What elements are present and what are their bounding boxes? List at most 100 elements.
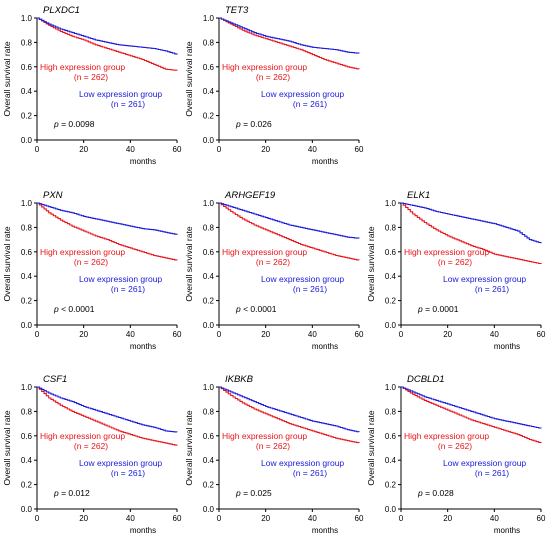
high-group-label: High expression group bbox=[40, 62, 125, 72]
low-group-n: (n = 261) bbox=[111, 468, 145, 478]
km-panel-elk1: ELK1 0.0 0.2 0.4 0.6 0.8 1.0 0 20 40 60 months Overa… bbox=[366, 190, 546, 351]
y-tick-label: 0.4 bbox=[203, 456, 215, 465]
low-group-n: (n = 261) bbox=[111, 99, 145, 109]
y-tick-label: 0.8 bbox=[21, 223, 33, 232]
km-panel-plxdc1: PLXDC1 0.0 0.2 0.4 0.6 0.8 1.0 0 20 40 60 months Ove… bbox=[2, 5, 182, 166]
x-axis-label: months bbox=[312, 157, 338, 166]
y-tick-label: 0.8 bbox=[203, 38, 215, 47]
panel-title: ELK1 bbox=[407, 190, 430, 201]
panel-title: CSF1 bbox=[43, 374, 67, 385]
km-panel-ikbkb: IKBKB 0.0 0.2 0.4 0.6 0.8 1.0 0 20 40 60 months Over… bbox=[184, 374, 364, 535]
y-tick-label: 0.2 bbox=[21, 481, 33, 490]
x-tick-label: 20 bbox=[79, 145, 88, 154]
x-tick-label: 60 bbox=[173, 330, 182, 339]
x-tick-label: 60 bbox=[355, 514, 364, 523]
x-tick-label: 40 bbox=[126, 330, 135, 339]
low-expression-curve bbox=[219, 17, 360, 54]
low-expression-curve bbox=[37, 17, 178, 55]
y-tick-label: 0.8 bbox=[21, 407, 33, 416]
y-tick-label: 0.6 bbox=[203, 63, 215, 72]
y-tick-label: 0.6 bbox=[203, 248, 215, 257]
x-tick-label: 0 bbox=[35, 145, 40, 154]
high-group-n: (n = 262) bbox=[256, 441, 290, 451]
high-group-n: (n = 262) bbox=[256, 72, 290, 82]
y-tick-label: 0.0 bbox=[21, 505, 33, 514]
y-tick-label: 0.8 bbox=[385, 223, 397, 232]
high-expression-curve bbox=[401, 202, 542, 265]
y-tick-label: 0.6 bbox=[385, 248, 397, 257]
y-tick-label: 1.0 bbox=[21, 199, 33, 208]
x-tick-label: 60 bbox=[537, 330, 546, 339]
y-tick-label: 0.4 bbox=[385, 456, 397, 465]
high-group-label: High expression group bbox=[40, 247, 125, 257]
p-value: p < 0.0001 bbox=[53, 304, 95, 314]
x-tick-label: 0 bbox=[399, 514, 404, 523]
x-axis-label: months bbox=[130, 157, 156, 166]
y-tick-label: 1.0 bbox=[203, 383, 215, 392]
y-tick-label: 0.2 bbox=[203, 112, 215, 121]
p-value: p = 0.0098 bbox=[53, 119, 95, 129]
y-tick-label: 0.2 bbox=[21, 112, 33, 121]
high-group-n: (n = 262) bbox=[256, 257, 290, 267]
y-tick-label: 0.8 bbox=[203, 407, 215, 416]
p-value: p = 0.028 bbox=[417, 488, 454, 498]
x-tick-label: 60 bbox=[355, 145, 364, 154]
y-tick-label: 0.0 bbox=[203, 505, 215, 514]
x-tick-label: 0 bbox=[35, 514, 40, 523]
x-tick-label: 0 bbox=[35, 330, 40, 339]
x-tick-label: 60 bbox=[537, 514, 546, 523]
high-expression-curve bbox=[219, 17, 360, 70]
high-group-n: (n = 262) bbox=[438, 257, 472, 267]
panel-title: PLXDC1 bbox=[43, 5, 80, 16]
x-tick-label: 0 bbox=[399, 330, 404, 339]
low-expression-curve bbox=[219, 386, 360, 433]
x-tick-label: 60 bbox=[173, 514, 182, 523]
high-expression-curve bbox=[219, 202, 360, 261]
low-group-n: (n = 261) bbox=[293, 284, 327, 294]
x-tick-label: 60 bbox=[173, 145, 182, 154]
high-group-label: High expression group bbox=[404, 431, 489, 441]
panel-title: ARHGEF19 bbox=[224, 190, 276, 201]
y-tick-label: 0.0 bbox=[385, 505, 397, 514]
y-tick-label: 0.4 bbox=[203, 272, 215, 281]
km-panel-tet3: TET3 0.0 0.2 0.4 0.6 0.8 1.0 0 20 40 60 months Overa… bbox=[184, 5, 364, 166]
low-group-label: Low expression group bbox=[79, 458, 162, 468]
high-group-label: High expression group bbox=[222, 62, 307, 72]
x-tick-label: 20 bbox=[261, 145, 270, 154]
panel-title: DCBLD1 bbox=[407, 374, 445, 385]
y-tick-label: 0.6 bbox=[203, 432, 215, 441]
y-tick-label: 0.0 bbox=[21, 321, 33, 330]
low-group-label: Low expression group bbox=[443, 458, 526, 468]
y-tick-label: 0.2 bbox=[203, 297, 215, 306]
low-group-label: Low expression group bbox=[261, 458, 344, 468]
x-tick-label: 20 bbox=[261, 330, 270, 339]
low-group-n: (n = 261) bbox=[475, 284, 509, 294]
low-expression-curve bbox=[37, 202, 178, 235]
panel-title: TET3 bbox=[225, 5, 249, 16]
y-tick-label: 0.6 bbox=[385, 432, 397, 441]
x-tick-label: 20 bbox=[79, 514, 88, 523]
y-tick-label: 0.4 bbox=[21, 272, 33, 281]
low-group-label: Low expression group bbox=[443, 274, 526, 284]
y-tick-label: 1.0 bbox=[21, 383, 33, 392]
low-group-label: Low expression group bbox=[261, 274, 344, 284]
y-tick-label: 0.6 bbox=[21, 248, 33, 257]
high-expression-curve bbox=[219, 386, 360, 444]
x-tick-label: 40 bbox=[490, 514, 499, 523]
y-tick-label: 1.0 bbox=[21, 14, 33, 23]
km-panel-dcbld1: DCBLD1 0.0 0.2 0.4 0.6 0.8 1.0 0 20 40 60 months Ove… bbox=[366, 374, 546, 535]
panel-title: IKBKB bbox=[225, 374, 254, 385]
x-tick-label: 0 bbox=[217, 330, 222, 339]
x-tick-label: 20 bbox=[261, 514, 270, 523]
y-axis-label: Overall survival rate bbox=[2, 410, 12, 485]
x-axis-label: months bbox=[312, 526, 338, 535]
y-tick-label: 0.8 bbox=[385, 407, 397, 416]
x-tick-label: 20 bbox=[79, 330, 88, 339]
y-tick-label: 0.0 bbox=[385, 321, 397, 330]
p-value: p = 0.026 bbox=[235, 119, 272, 129]
x-tick-label: 60 bbox=[355, 330, 364, 339]
x-tick-label: 40 bbox=[308, 145, 317, 154]
low-group-label: Low expression group bbox=[261, 89, 344, 99]
high-expression-curve bbox=[37, 17, 178, 71]
